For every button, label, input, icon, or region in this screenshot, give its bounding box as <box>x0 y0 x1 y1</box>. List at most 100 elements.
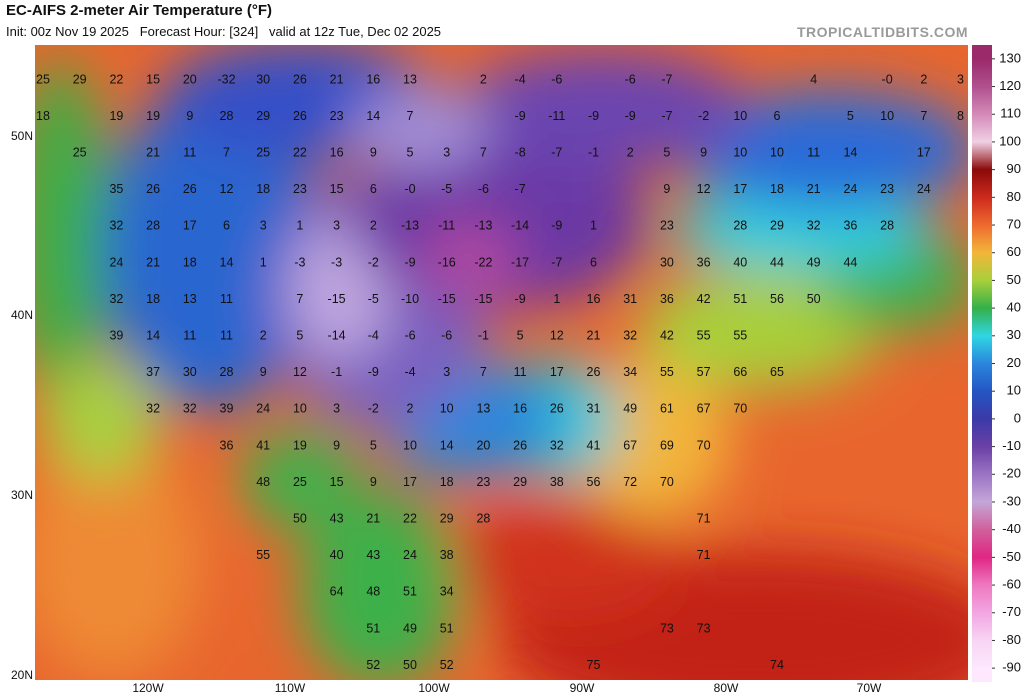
temperature-label: 13 <box>476 402 490 416</box>
temperature-label: 43 <box>366 548 380 562</box>
temperature-label: 55 <box>697 328 711 342</box>
temperature-label: 6 <box>774 109 781 123</box>
temperature-label: 6 <box>223 219 230 233</box>
temperature-label: -2 <box>698 109 709 123</box>
temperature-label: 11 <box>807 145 820 159</box>
temperature-label: 19 <box>109 109 123 123</box>
temperature-label: 24 <box>403 548 417 562</box>
temperature-label: 5 <box>663 145 670 159</box>
temperature-label: 74 <box>770 658 784 672</box>
temperature-label: -5 <box>368 292 379 306</box>
temperature-label: -6 <box>551 72 562 86</box>
latitude-label: 20N <box>11 668 33 682</box>
temperature-label: 9 <box>186 109 193 123</box>
temperature-label: 26 <box>587 365 601 379</box>
temperature-label: -5 <box>441 182 452 196</box>
temperature-label: 23 <box>880 182 894 196</box>
temperature-label: 7 <box>407 109 414 123</box>
temperature-label: 23 <box>476 475 490 489</box>
temperature-label: 10 <box>733 109 747 123</box>
temperature-label: 7 <box>480 365 487 379</box>
temperature-label: 1 <box>553 292 560 306</box>
colorbar-label: 130 <box>999 50 1021 65</box>
temperature-label: -9 <box>515 292 526 306</box>
temperature-label: 9 <box>700 145 707 159</box>
temperature-label: 71 <box>697 511 711 525</box>
temperature-label: 51 <box>403 585 417 599</box>
temperature-label: 35 <box>109 182 123 196</box>
temperature-label: 32 <box>807 219 821 233</box>
temperature-label: 3 <box>260 219 267 233</box>
temperature-label: 9 <box>663 182 670 196</box>
temperature-field <box>35 45 968 680</box>
temperature-label: 51 <box>366 621 380 635</box>
temperature-label: 18 <box>146 292 160 306</box>
temperature-label: 69 <box>660 438 674 452</box>
temperature-label: 65 <box>770 365 784 379</box>
temperature-label: 28 <box>146 219 160 233</box>
temperature-label: 28 <box>220 365 234 379</box>
temperature-label: -11 <box>438 219 455 233</box>
temperature-label: -9 <box>404 255 415 269</box>
temperature-label: 51 <box>733 292 747 306</box>
temperature-label: -17 <box>511 255 529 269</box>
temperature-label: 1 <box>260 255 267 269</box>
temperature-label: -11 <box>548 109 565 123</box>
temperature-label: 20 <box>183 72 197 86</box>
temperature-label: 41 <box>587 438 601 452</box>
temperature-label: -7 <box>551 145 562 159</box>
colorbar-label: 100 <box>999 133 1021 148</box>
temperature-label: 7 <box>480 145 487 159</box>
colorbar-label: -60 <box>1002 577 1021 592</box>
watermark: TROPICALTIDBITS.COM <box>797 24 968 40</box>
temperature-label: 7 <box>920 109 927 123</box>
temperature-label: 48 <box>256 475 270 489</box>
temperature-label: -2 <box>368 255 379 269</box>
temperature-label: 17 <box>917 145 931 159</box>
temperature-label: 10 <box>733 145 747 159</box>
colorbar-label: -80 <box>1002 632 1021 647</box>
temperature-label: 19 <box>293 438 307 452</box>
temperature-label: 15 <box>330 475 344 489</box>
temperature-label: -0 <box>404 182 415 196</box>
temperature-label: 21 <box>146 255 160 269</box>
temperature-label: 22 <box>109 72 123 86</box>
title: EC-AIFS 2-meter Air Temperature (°F) <box>6 2 272 19</box>
temperature-label: -13 <box>401 219 419 233</box>
temperature-label: 11 <box>183 328 196 342</box>
temperature-label: -6 <box>478 182 489 196</box>
temperature-label: 44 <box>770 255 784 269</box>
temperature-label: 56 <box>587 475 601 489</box>
temperature-label: -4 <box>404 365 415 379</box>
temperature-label: 2 <box>260 328 267 342</box>
temperature-label: 16 <box>587 292 601 306</box>
temperature-label: 9 <box>333 438 340 452</box>
temperature-label: 10 <box>403 438 417 452</box>
colorbar-label: 70 <box>1007 216 1021 231</box>
colorbar-label: 60 <box>1007 244 1021 259</box>
temperature-label: 2 <box>407 402 414 416</box>
temperature-label: 10 <box>770 145 784 159</box>
temperature-label: 29 <box>440 511 454 525</box>
temperature-label: 50 <box>807 292 821 306</box>
temperature-label: 67 <box>697 402 711 416</box>
temperature-label: 9 <box>260 365 267 379</box>
colorbar-label: -20 <box>1002 466 1021 481</box>
temperature-label: 14 <box>220 255 234 269</box>
temperature-label: 11 <box>220 328 233 342</box>
colorbar-label: -10 <box>1002 438 1021 453</box>
temperature-label: 21 <box>146 145 160 159</box>
temperature-label: -6 <box>625 72 636 86</box>
temperature-label: 40 <box>733 255 747 269</box>
temperature-label: 70 <box>733 402 747 416</box>
temperature-label: 72 <box>623 475 637 489</box>
temperature-label: -15 <box>474 292 492 306</box>
temperature-label: 42 <box>697 292 711 306</box>
temperature-label: 55 <box>256 548 270 562</box>
temperature-label: 28 <box>880 219 894 233</box>
temperature-label: 5 <box>847 109 854 123</box>
temperature-label: -9 <box>625 109 636 123</box>
longitude-label: 100W <box>418 681 450 695</box>
temperature-label: 18 <box>183 255 197 269</box>
colorbar-label: 40 <box>1007 300 1021 315</box>
